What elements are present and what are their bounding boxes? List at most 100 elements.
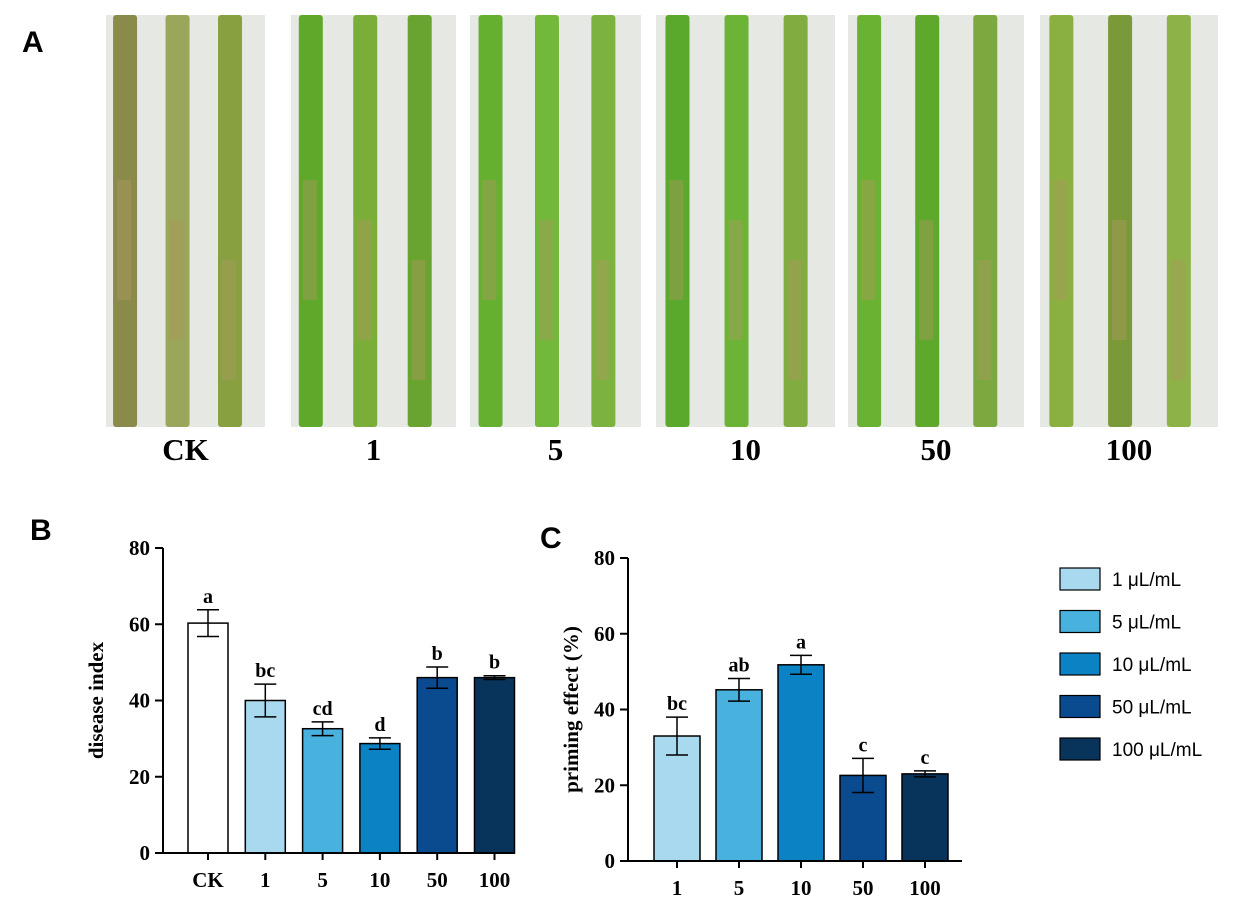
photo-label: 1 bbox=[366, 432, 382, 467]
stem bbox=[665, 15, 690, 427]
error-bar bbox=[852, 757, 874, 794]
significance-label: ab bbox=[728, 654, 749, 676]
bar bbox=[359, 742, 401, 854]
error-bar bbox=[197, 609, 219, 638]
lesion bbox=[669, 180, 684, 300]
significance-label: cd bbox=[313, 698, 333, 720]
legend-label: 50 μL/mL bbox=[1112, 698, 1192, 719]
lesion bbox=[919, 220, 934, 340]
stem bbox=[218, 15, 243, 427]
error-bar bbox=[254, 683, 277, 718]
legend-label: 5 μL/mL bbox=[1112, 613, 1181, 634]
y-tick-label: 60 bbox=[594, 622, 615, 646]
bar bbox=[301, 727, 344, 854]
photo-label: 50 bbox=[921, 432, 952, 467]
stem bbox=[783, 15, 808, 427]
lesion bbox=[222, 260, 237, 380]
error-bar bbox=[914, 770, 936, 778]
stem bbox=[1108, 15, 1133, 427]
photo-label: 5 bbox=[548, 432, 564, 467]
bar bbox=[715, 689, 763, 862]
stem bbox=[113, 15, 138, 427]
panel-label: A bbox=[22, 26, 44, 59]
bar bbox=[777, 664, 825, 862]
legend-swatch bbox=[1059, 652, 1101, 676]
x-tick-label: 5 bbox=[734, 876, 745, 900]
error-bar bbox=[728, 677, 750, 702]
significance-label: d bbox=[374, 714, 385, 736]
lesion bbox=[861, 180, 876, 300]
stem bbox=[298, 15, 323, 427]
error-bar bbox=[426, 666, 449, 690]
bar bbox=[244, 699, 287, 854]
lesion bbox=[787, 260, 802, 380]
lesion bbox=[302, 180, 317, 300]
significance-label: bc bbox=[667, 693, 687, 715]
x-tick-label: 10 bbox=[369, 868, 390, 892]
photo-label: 100 bbox=[1106, 432, 1153, 467]
legend-swatch bbox=[1059, 737, 1101, 761]
significance-label: b bbox=[489, 652, 500, 674]
y-tick-label: 20 bbox=[594, 773, 615, 797]
lesion bbox=[1170, 260, 1185, 380]
lesion bbox=[411, 260, 426, 380]
error-bar bbox=[311, 721, 334, 737]
stem bbox=[1049, 15, 1074, 427]
lesion bbox=[1053, 180, 1068, 300]
lesion bbox=[538, 220, 553, 340]
x-tick-label: 10 bbox=[791, 876, 812, 900]
stem bbox=[165, 15, 190, 427]
legend-swatch bbox=[1059, 567, 1101, 591]
legend-label: 1 μL/mL bbox=[1112, 570, 1181, 591]
lesion bbox=[1112, 220, 1127, 340]
significance-label: a bbox=[796, 631, 806, 653]
significance-label: a bbox=[203, 586, 213, 608]
y-tick-label: 0 bbox=[605, 849, 616, 873]
stem bbox=[478, 15, 503, 427]
photo-label: CK bbox=[162, 432, 209, 467]
stem bbox=[973, 15, 998, 427]
y-tick-label: 40 bbox=[594, 698, 615, 722]
stem bbox=[915, 15, 940, 427]
stem bbox=[724, 15, 749, 427]
bar bbox=[187, 622, 229, 854]
legend-label: 10 μL/mL bbox=[1112, 655, 1192, 676]
panel-label: C bbox=[540, 522, 562, 555]
bar bbox=[416, 676, 458, 854]
x-tick-label: CK bbox=[192, 868, 224, 892]
stem bbox=[407, 15, 432, 427]
x-tick-label: 1 bbox=[672, 876, 683, 900]
stem bbox=[534, 15, 559, 427]
legend-swatch bbox=[1059, 694, 1101, 719]
legend-label: 100 μL/mL bbox=[1112, 740, 1202, 761]
x-tick-label: 50 bbox=[427, 868, 448, 892]
y-tick-label: 0 bbox=[140, 841, 151, 865]
x-tick-label: 50 bbox=[853, 876, 874, 900]
lesion bbox=[357, 220, 372, 340]
significance-label: c bbox=[921, 747, 930, 769]
lesion bbox=[169, 220, 184, 340]
y-tick-label: 60 bbox=[129, 612, 150, 636]
bar bbox=[901, 773, 949, 862]
panel-label: B bbox=[30, 514, 52, 547]
error-bar bbox=[666, 716, 688, 756]
x-tick-label: 1 bbox=[260, 868, 271, 892]
error-bar bbox=[368, 737, 391, 751]
stem bbox=[1166, 15, 1191, 427]
lesion bbox=[977, 260, 992, 380]
y-axis-title: disease index bbox=[84, 641, 108, 759]
significance-label: b bbox=[432, 643, 443, 665]
significance-label: c bbox=[859, 734, 868, 756]
y-axis-title: priming effect (%) bbox=[559, 626, 583, 793]
stem bbox=[353, 15, 378, 427]
lesion bbox=[482, 180, 497, 300]
x-tick-label: 100 bbox=[479, 868, 511, 892]
stem bbox=[591, 15, 616, 427]
lesion bbox=[117, 180, 132, 300]
legend-swatch bbox=[1059, 609, 1101, 634]
lesion bbox=[595, 260, 610, 380]
error-bar bbox=[790, 654, 812, 676]
x-tick-label: 5 bbox=[317, 868, 328, 892]
error-bar bbox=[483, 674, 506, 681]
